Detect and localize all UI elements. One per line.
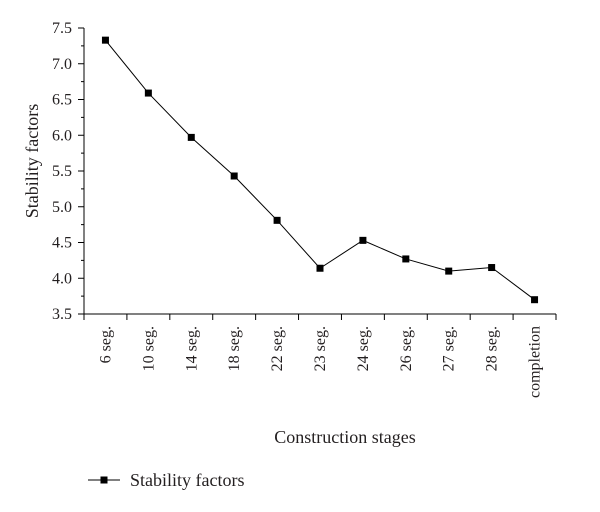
x-tick-label: completion	[527, 326, 544, 398]
data-point	[101, 36, 109, 44]
data-point	[445, 267, 453, 275]
y-tick-label: 6.5	[52, 92, 72, 109]
data-point	[187, 133, 195, 141]
x-tick-label: 23 seg.	[312, 326, 329, 371]
y-tick-label: 6.0	[52, 127, 72, 144]
legend-marker	[100, 476, 108, 484]
y-tick-label: 7.0	[52, 56, 72, 73]
y-tick-label: 4.5	[52, 235, 72, 252]
data-point	[359, 236, 367, 244]
x-tick-label: 10 seg.	[140, 326, 157, 371]
x-tick-label: 26 seg.	[398, 326, 415, 371]
y-tick-label: 5.5	[52, 163, 72, 180]
x-tick-label: 22 seg.	[269, 326, 286, 371]
data-point	[402, 255, 410, 263]
data-point	[273, 216, 281, 224]
x-axis-title: Construction stages	[274, 427, 416, 447]
y-tick-label: 3.5	[52, 306, 72, 323]
x-tick-label: 27 seg.	[441, 326, 458, 371]
y-tick-label: 5.0	[52, 199, 72, 216]
x-tick-label: 24 seg.	[355, 326, 372, 371]
data-point	[488, 264, 496, 272]
series-group	[101, 36, 539, 304]
legend: Stability factors	[88, 470, 244, 490]
x-tick-label: 18 seg.	[226, 326, 243, 371]
x-tick-label: 14 seg.	[183, 326, 200, 371]
legend-label: Stability factors	[130, 470, 244, 490]
x-ticks: 6 seg. 10 seg. 14 seg. 18 seg. 22 seg. 23 seg…	[83, 314, 557, 398]
y-axis-title: Stability factors	[22, 104, 42, 218]
x-tick-label: 28 seg.	[484, 326, 501, 371]
data-point	[230, 172, 238, 180]
data-point	[531, 296, 539, 304]
series-line	[105, 39, 535, 301]
y-ticks: 3.5 4.0 4.5 5.0 5.5 6.0 6.5 7.0 7.5	[52, 20, 84, 323]
data-point	[316, 264, 324, 272]
y-tick-label: 4.0	[52, 270, 72, 287]
x-tick-label: 6 seg.	[97, 326, 114, 363]
data-point	[144, 89, 152, 97]
y-tick-label: 7.5	[52, 20, 72, 37]
